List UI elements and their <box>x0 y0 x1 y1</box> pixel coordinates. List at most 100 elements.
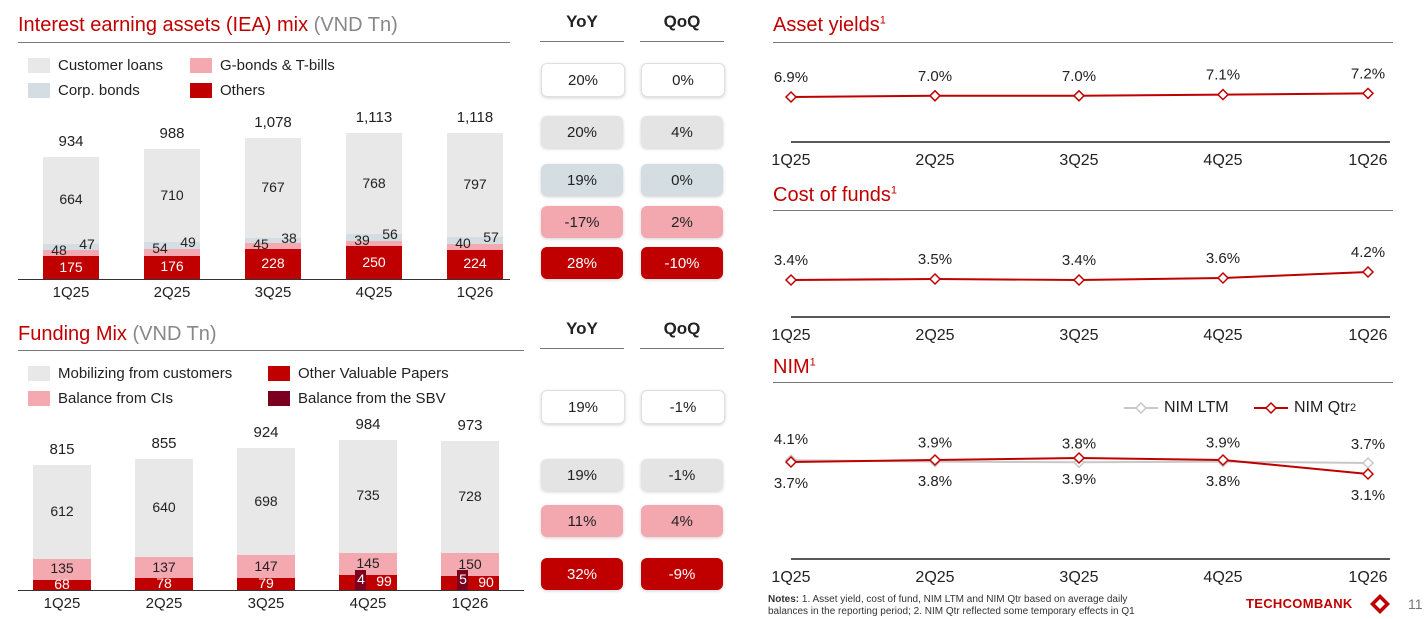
swatch-icon <box>268 391 290 406</box>
gbonds-value-label: 45 <box>253 236 269 253</box>
iea-qoq-others-pink: 2% <box>641 206 723 238</box>
notes-line-2: balances in the reporting period; 2. NIM… <box>768 606 1135 617</box>
funding-qoq-rule <box>640 348 724 349</box>
x-tick-label: 1Q25 <box>771 152 810 169</box>
x-tick-label: 1Q26 <box>1348 327 1387 344</box>
bar-total-label: 1,113 <box>355 109 393 127</box>
data-label-nim-qtr: 3.7% <box>774 475 808 492</box>
funding-title-text: Funding Mix <box>18 323 127 345</box>
bar-segment-others <box>447 249 503 279</box>
footnote-ref: 2 <box>1350 402 1357 414</box>
others-value-label: 175 <box>59 258 83 275</box>
bar-segment-cis <box>237 555 295 578</box>
bar-segment-cis <box>33 558 91 580</box>
corp-bonds-value-label: 38 <box>281 230 297 247</box>
data-point-asset-yield <box>1216 88 1230 101</box>
data-label-nim-ltm: 3.9% <box>1206 435 1240 452</box>
funding-legend-sbv: Balance from the SBV <box>268 390 446 407</box>
funding-legend-customers: Mobilizing from customers <box>28 365 232 382</box>
iea-unit: (VND Tn) <box>313 14 398 36</box>
cis-value-label: 137 <box>152 558 176 575</box>
cost-of-funds-title: Cost of funds1 <box>773 184 897 207</box>
asset-yields-title: Asset yields1 <box>773 14 886 37</box>
gbonds-value-label: 54 <box>152 240 168 257</box>
data-point-nim-qtr <box>1216 453 1230 467</box>
bar-total-label: 1,078 <box>254 113 292 131</box>
bar-segment-gbonds <box>144 248 200 256</box>
x-tick-label: 4Q25 <box>1203 152 1242 169</box>
x-tick-label: 3Q25 <box>247 595 285 612</box>
bar-segment-ovp <box>33 579 91 590</box>
data-label-nim-ltm: 4.1% <box>774 431 808 448</box>
bar-segment-customers <box>441 441 499 554</box>
bar-segment-others <box>346 246 402 279</box>
x-tick-label: 4Q25 <box>1203 327 1242 344</box>
iea-title: Interest earning assets (IEA) mix (VND T… <box>18 14 398 37</box>
funding-qoq-ovp: -9% <box>641 558 723 590</box>
x-tick-label: 2Q25 <box>915 152 954 169</box>
iea-yoy-rule <box>540 41 624 42</box>
funding-title-rule <box>18 350 524 351</box>
iea-qoq-rule <box>640 41 724 42</box>
bar-segment-customer-loans <box>346 133 402 234</box>
iea-title-rule <box>18 42 510 43</box>
bar-total-label: 984 <box>355 415 381 433</box>
data-label-cost-of-funds: 3.5% <box>918 251 952 268</box>
bar-segment-corp-bonds <box>447 236 503 245</box>
iea-legend-corp-bonds: Corp. bonds <box>28 82 140 99</box>
customer-loans-value-label: 710 <box>160 186 184 203</box>
legend-label: Balance from the SBV <box>298 390 446 407</box>
ovp-value-label: 78 <box>156 575 172 591</box>
funding-legend-ovp: Other Valuable Papers <box>268 365 449 382</box>
bar-segment-ovp <box>339 574 397 590</box>
gbonds-value-label: 40 <box>455 234 471 251</box>
bar-total-label: 815 <box>49 440 75 458</box>
x-tick-label: 4Q25 <box>349 595 387 612</box>
legend-label: NIM Qtr <box>1294 399 1350 416</box>
bar-total-label: 934 <box>58 132 84 150</box>
customers-value-label: 735 <box>356 487 380 504</box>
bar-segment-sbv <box>355 570 366 590</box>
swatch-icon <box>28 366 50 381</box>
customers-value-label: 728 <box>458 488 482 505</box>
data-label-cost-of-funds: 3.4% <box>774 252 808 269</box>
iea-qoq-gbonds: 4% <box>641 116 723 148</box>
corp-bonds-value-label: 56 <box>382 225 398 242</box>
others-value-label: 224 <box>463 255 487 272</box>
asset-yields-title-text: Asset yields <box>773 14 880 36</box>
funding-yoy-ovp: 32% <box>541 558 623 590</box>
data-label-nim-qtr: 3.9% <box>1062 471 1096 488</box>
ovp-value-label: 79 <box>258 574 274 591</box>
iea-x-axis <box>18 279 510 280</box>
x-tick-label: 3Q25 <box>254 284 292 301</box>
sbv-value-label: 4 <box>357 571 365 587</box>
bar-segment-cis <box>135 556 193 578</box>
iea-title-text: Interest earning assets (IEA) mix <box>18 14 309 36</box>
footnote-ref: 1 <box>879 14 886 27</box>
cis-value-label: 135 <box>50 560 74 577</box>
cis-value-label: 150 <box>458 555 482 572</box>
customers-value-label: 698 <box>254 492 278 509</box>
iea-yoy-others-pink: -17% <box>541 206 623 238</box>
gbonds-value-label: 39 <box>354 231 370 248</box>
gbonds-value-label: 48 <box>51 241 67 258</box>
techcombank-logo-icon <box>1370 594 1390 614</box>
x-tick-label: 2Q25 <box>145 595 183 612</box>
others-value-label: 250 <box>362 253 386 270</box>
bar-segment-gbonds <box>447 244 503 250</box>
funding-qoq-header: QoQ <box>663 319 701 338</box>
legend-label: Mobilizing from customers <box>58 365 233 382</box>
swatch-icon <box>28 83 50 98</box>
data-label-nim-ltm: 3.8% <box>1062 435 1096 452</box>
funding-yoy-header: YoY <box>566 319 598 338</box>
legend-label: NIM LTM <box>1164 399 1229 416</box>
techcombank-logo: TECHCOMBANK <box>1246 596 1353 611</box>
x-tick-label: 1Q26 <box>1348 152 1387 169</box>
data-point-nim-qtr <box>784 455 798 469</box>
data-point-cost-of-funds <box>1216 271 1230 285</box>
bar-segment-others <box>144 255 200 279</box>
data-label-nim-ltm: 3.7% <box>1351 436 1385 453</box>
legend-label: Customer loans <box>58 57 164 74</box>
line-marker-icon <box>1124 402 1158 414</box>
